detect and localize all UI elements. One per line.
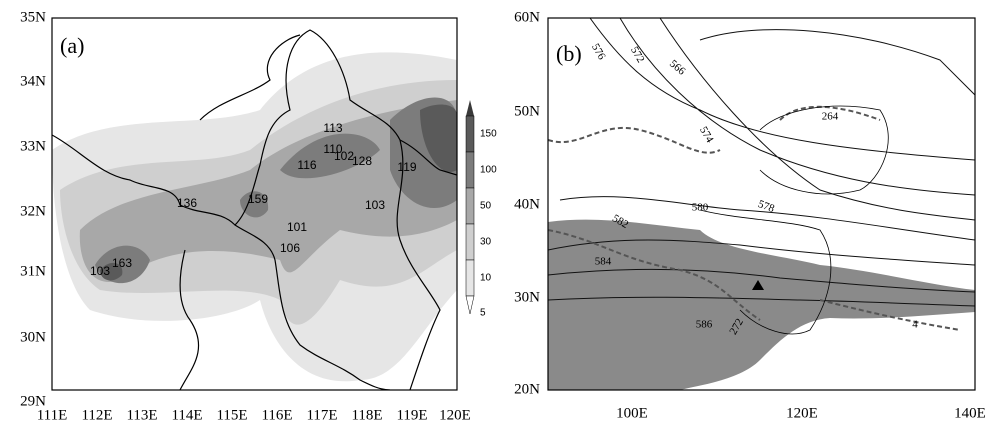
- label: 40N: [514, 196, 540, 212]
- station-labels: 113 110 102 128 116 119 136 159 101 103 …: [90, 121, 417, 278]
- x-ticks-a: 111E 112E 113E 114E 115E 116E 117E 118E …: [37, 407, 471, 423]
- label: 100E: [616, 405, 648, 421]
- label: 106: [280, 241, 300, 255]
- map-shape: [465, 295, 475, 315]
- label: 116: [297, 158, 316, 172]
- label: 150: [480, 129, 497, 140]
- map-shape: [465, 223, 475, 261]
- label: 112E: [81, 407, 112, 423]
- label: 60N: [514, 9, 540, 25]
- x-ticks-b: 100E 120E 140E: [616, 405, 986, 421]
- label: 136: [177, 196, 197, 210]
- map-shape: [466, 100, 474, 116]
- label: 116E: [261, 407, 292, 423]
- label: 566: [667, 58, 688, 78]
- label: 35N: [20, 9, 46, 25]
- label: 584: [595, 256, 612, 268]
- map-shape: [234, 224, 391, 390]
- label: 50N: [514, 103, 540, 119]
- label: 115E: [216, 407, 247, 423]
- label: 114E: [171, 407, 202, 423]
- label: 264: [822, 111, 839, 123]
- panel-label: (a): [60, 33, 84, 58]
- label: 102: [334, 149, 354, 163]
- map-shape: [548, 105, 961, 331]
- label: 101: [287, 220, 307, 234]
- label: 20N: [514, 381, 540, 397]
- map-b: [548, 18, 975, 390]
- label: 103: [365, 198, 385, 212]
- label: 113E: [126, 407, 157, 423]
- label: 586: [696, 319, 713, 331]
- label: 30N: [514, 289, 540, 305]
- map-shape: [548, 219, 975, 390]
- label: 572: [628, 45, 647, 65]
- label: 119: [397, 160, 416, 174]
- label: 117E: [306, 407, 337, 423]
- precip-shading: [52, 29, 457, 390]
- label: 159: [248, 192, 268, 206]
- frame-b: [547, 17, 976, 391]
- label: 110: [323, 142, 342, 156]
- map-shape: [752, 280, 764, 290]
- label: 111E: [37, 407, 68, 423]
- label: 128: [352, 154, 372, 168]
- map-shape: [465, 259, 475, 297]
- label: 30: [480, 237, 492, 248]
- label: 4: [912, 319, 918, 331]
- label: 100: [480, 165, 497, 176]
- map-shape: [179, 34, 441, 390]
- frame-a: [51, 17, 458, 391]
- label: 103: [90, 264, 110, 278]
- label: 120E: [439, 407, 471, 423]
- map-shape: [465, 187, 475, 225]
- label: 580: [692, 202, 709, 214]
- y-ticks-b: 60N 50N 40N 30N 20N: [514, 9, 540, 397]
- label: 119E: [396, 407, 427, 423]
- panel-label: (b): [556, 41, 582, 66]
- colorbar: 150 100 50 30 10 5: [465, 100, 497, 319]
- label: 50: [480, 201, 492, 212]
- map-shape: [548, 18, 975, 307]
- label: 10: [480, 273, 492, 284]
- map-shape: [95, 97, 457, 284]
- map-shape: [100, 104, 457, 281]
- label: 120E: [786, 405, 818, 421]
- label: 32N: [20, 203, 46, 219]
- label: 113: [323, 121, 342, 135]
- label: 5: [480, 308, 486, 319]
- label: 163: [112, 256, 132, 270]
- label: 578: [756, 198, 776, 215]
- label: 34N: [20, 73, 46, 89]
- label: 574: [697, 125, 716, 146]
- label: 30N: [20, 329, 46, 345]
- label: 33N: [20, 138, 46, 154]
- label: 140E: [954, 405, 986, 421]
- map-shape: [465, 151, 475, 189]
- map-shape: [52, 29, 457, 226]
- label: 576: [589, 42, 608, 63]
- label: 31N: [20, 263, 46, 279]
- map-shape: [465, 115, 475, 153]
- map-shape: [699, 105, 889, 335]
- label: 118E: [351, 407, 382, 423]
- label: 29N: [20, 393, 46, 409]
- y-ticks-a: 35N 34N 33N 32N 31N 30N 29N: [20, 9, 46, 409]
